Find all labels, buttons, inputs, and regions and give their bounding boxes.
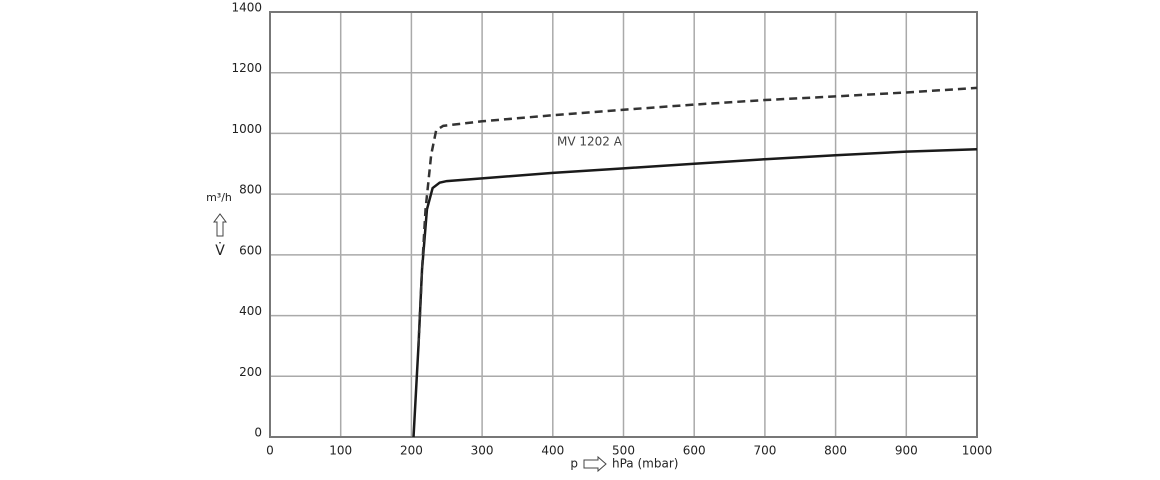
y-tick-label: 800 <box>239 183 262 197</box>
plot-frame <box>269 11 978 438</box>
y-tick-label: 400 <box>239 304 262 318</box>
x-axis-label: hPa (mbar) <box>612 457 678 471</box>
y-tick-label: 1000 <box>231 122 262 136</box>
series-line <box>412 147 978 438</box>
x-tick-label: 500 <box>612 444 635 458</box>
x-tick-label: 900 <box>895 444 918 458</box>
y-tick-label: 1400 <box>231 1 262 15</box>
x-tick-label: 100 <box>329 444 352 458</box>
y-axis-label: m³/h <box>206 191 232 204</box>
x-tick-label: 400 <box>541 444 564 458</box>
x-tick-label: 800 <box>824 444 847 458</box>
y-tick-label: 1200 <box>231 61 262 75</box>
y-arrow <box>213 213 227 237</box>
x-symbol: p <box>570 457 578 471</box>
x-tick-label: 300 <box>471 444 494 458</box>
x-arrow <box>583 455 607 473</box>
x-tick-label: 600 <box>683 444 706 458</box>
y-tick-label: 600 <box>239 243 262 257</box>
y-symbol: V̇ <box>215 242 225 259</box>
x-tick-label: 200 <box>400 444 423 458</box>
y-tick-label: 0 <box>254 426 262 440</box>
annotation: MV 1202 A <box>557 135 623 149</box>
x-tick-label: 1000 <box>962 444 993 458</box>
series-line <box>417 86 978 346</box>
x-tick-label: 700 <box>753 444 776 458</box>
x-tick-label: 0 <box>266 444 274 458</box>
y-tick-label: 200 <box>239 365 262 379</box>
